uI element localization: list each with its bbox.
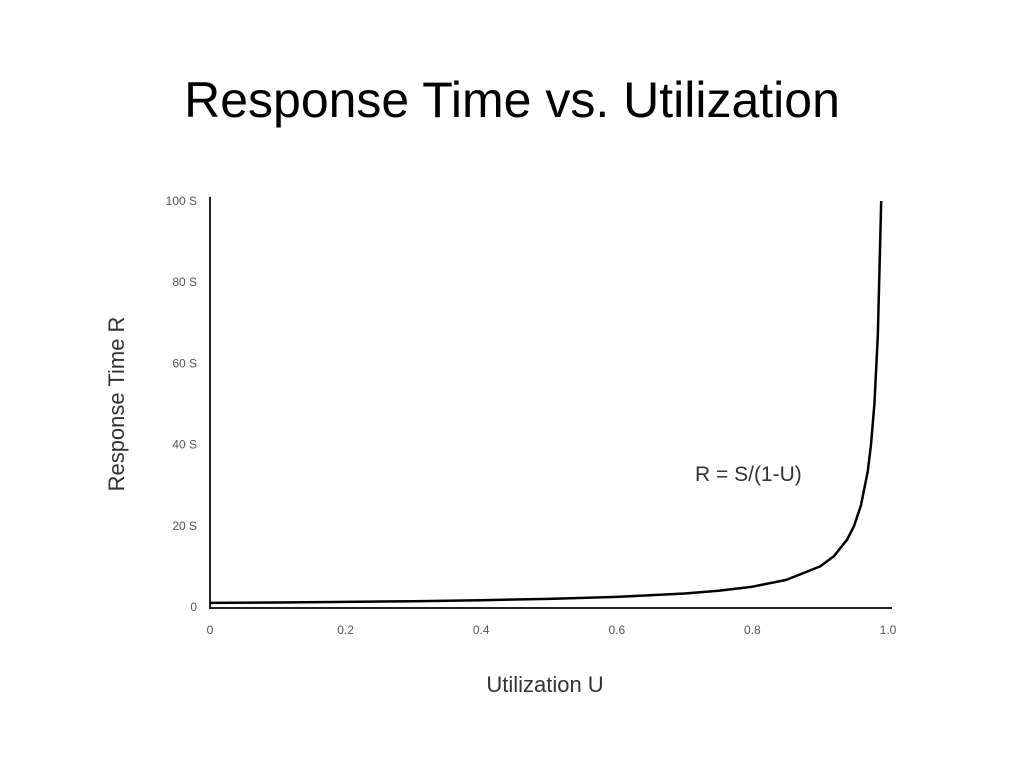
- x-tick-label: 0: [207, 623, 214, 637]
- x-tick-label: 0.8: [744, 623, 761, 637]
- x-tick-label: 0.4: [473, 623, 490, 637]
- formula-annotation: R = S/(1-U): [695, 463, 802, 486]
- chart-ticks: 0 0.2 0.4 0.6 0.8 1.0 0 20 S 40 S 60 S 80 S 100 S: [166, 194, 897, 637]
- series-line: [209, 200, 883, 605]
- y-axis-label: Response Time R: [104, 317, 129, 492]
- slide-title: Response Time vs. Utilization: [184, 72, 840, 128]
- y-tick-label: 80 S: [172, 275, 197, 289]
- y-tick-label: 40 S: [172, 438, 197, 452]
- y-tick-label: 20 S: [172, 519, 197, 533]
- y-tick-label: 100 S: [166, 194, 197, 208]
- x-tick-label: 0.2: [337, 623, 354, 637]
- chart-axes: [209, 197, 892, 609]
- y-tick-label: 0: [190, 600, 197, 614]
- x-tick-label: 0.6: [608, 623, 625, 637]
- y-tick-label: 60 S: [172, 356, 197, 370]
- chart-series: [209, 200, 883, 605]
- x-tick-label: 1.0: [880, 623, 897, 637]
- x-axis-label: Utilization U: [486, 672, 603, 697]
